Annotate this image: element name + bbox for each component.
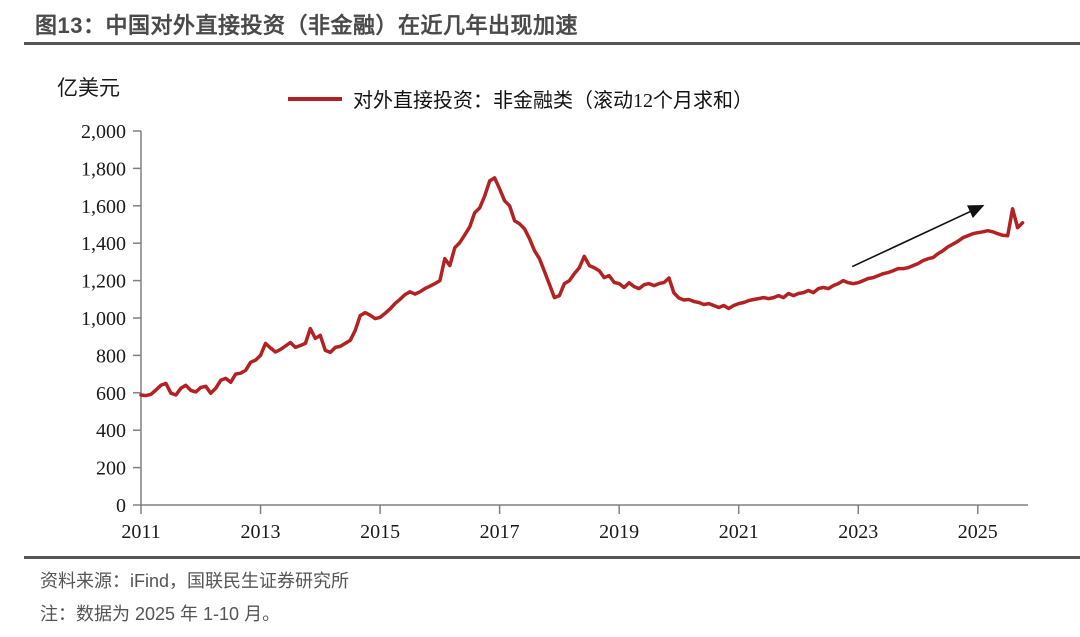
y-tick-label: 200 [96, 458, 126, 480]
x-tick-label: 2023 [838, 521, 878, 543]
y-tick-label: 400 [96, 420, 126, 442]
legend-label: 对外直接投资：非金融类（滚动12个月求和） [353, 90, 753, 112]
y-tick-label: 1,400 [81, 233, 126, 255]
x-tick-label: 2019 [599, 521, 639, 543]
y-tick-label: 1,600 [81, 196, 126, 218]
y-tick-label: 1,000 [81, 308, 126, 330]
trend-arrow-annotation [851, 204, 985, 268]
source-note: 资料来源：iFind，国联民生证券研究所 [40, 571, 350, 591]
y-axis-unit-label: 亿美元 [57, 77, 120, 100]
y-tick-label: 2,000 [81, 121, 126, 143]
y-tick-label: 800 [96, 345, 126, 367]
legend: 对外直接投资：非金融类（滚动12个月求和） [288, 84, 753, 113]
y-tick-label: 600 [96, 383, 126, 405]
y-tick-label: 1,800 [81, 158, 126, 180]
x-tick-label: 2013 [241, 521, 281, 543]
title-underline-rule [24, 42, 1080, 45]
y-tick-label: 1,200 [81, 271, 126, 293]
x-tick-label: 2025 [958, 521, 998, 543]
legend-line-swatch [288, 96, 342, 101]
x-tick-label: 2015 [360, 521, 400, 543]
data-note: 注：数据为 2025 年 1-10 月。 [40, 604, 281, 624]
x-tick-label: 2011 [121, 521, 160, 543]
x-tick-label: 2021 [719, 521, 759, 543]
data-line-odi [139, 176, 1025, 398]
x-tick-label: 2017 [480, 521, 520, 543]
footer-separator-rule [24, 556, 1080, 559]
y-tick-label: 0 [116, 495, 126, 517]
figure-title: 图13：中国对外直接投资（非金融）在近几年出现加速 [35, 13, 578, 38]
